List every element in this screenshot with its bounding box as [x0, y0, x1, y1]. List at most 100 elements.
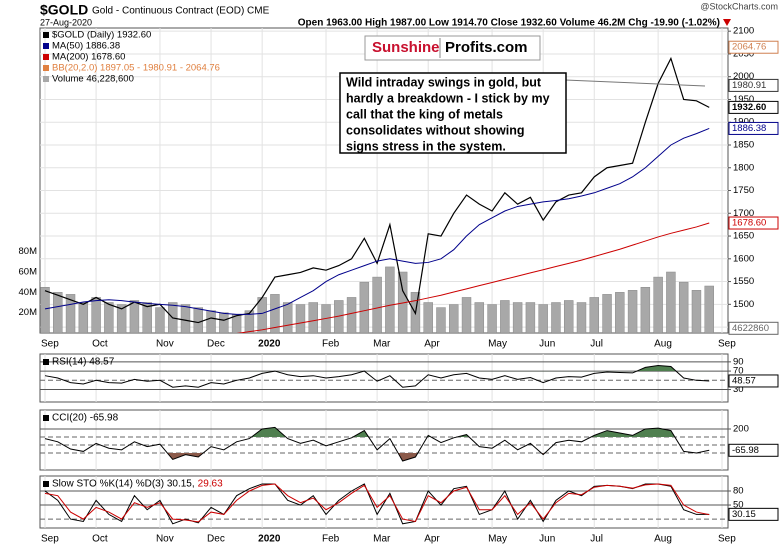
plot	[44, 426, 710, 462]
y-tick-label: 80	[733, 486, 744, 497]
series-line	[44, 56, 710, 324]
volume-bar	[653, 276, 663, 333]
x-tick-label: Apr	[424, 339, 440, 350]
volume-bar	[104, 302, 114, 333]
y-tick-label: 2000	[733, 71, 754, 82]
volume-bar	[91, 297, 101, 333]
volume-bar	[270, 294, 280, 333]
y2-tick-label: 40M	[19, 287, 38, 298]
last-value-label: 4622860	[732, 323, 769, 334]
legend-label: $GOLD (Daily) 1932.60	[52, 30, 151, 41]
annotation-line: hardly a breakdown - I stick by my	[346, 91, 550, 105]
volume-bar	[180, 304, 191, 333]
volume-bar	[512, 302, 523, 333]
volume-bar	[423, 302, 433, 333]
y-tick-label: 30	[733, 384, 744, 395]
panel-frame	[39, 409, 729, 471]
volume-bar	[500, 300, 510, 333]
panel-title: RSI(14) 48.57	[52, 357, 115, 368]
y-tick-label: 2050	[733, 48, 754, 59]
callout-line	[564, 79, 706, 87]
plot	[40, 56, 714, 333]
series-line	[44, 483, 710, 525]
volume-bar	[308, 302, 318, 333]
x-tick-label: May	[488, 534, 507, 545]
x-tick-label: 2020	[258, 339, 281, 350]
volume-bar	[78, 302, 89, 333]
last-value-box	[728, 321, 779, 335]
logo-right: Profits.com	[445, 39, 528, 56]
annotation-line: signs stress in the system.	[346, 139, 506, 153]
indicator-fill	[636, 365, 677, 372]
volume-bar	[474, 302, 485, 333]
volume-bar	[116, 304, 127, 333]
volume-bar	[257, 297, 267, 333]
y2-tick-label: 20M	[19, 307, 38, 318]
panels: 2100205020001950190018501800175017001650…	[19, 26, 779, 545]
y-tick-label: 1500	[733, 299, 754, 310]
volume-bar	[40, 287, 50, 333]
y-tick-label: 200	[733, 424, 749, 435]
x-tick-label: Sep	[718, 534, 736, 545]
source: @StockCharts.com	[700, 1, 778, 11]
x-tick-label: Jun	[539, 339, 555, 350]
y-tick-label: 1800	[733, 162, 754, 173]
legend-label: MA(200) 1678.60	[52, 52, 125, 63]
volume-bar	[487, 304, 497, 333]
quote: Open 1963.00 High 1987.00 Low 1914.70 Cl…	[298, 18, 720, 29]
last-value-box	[728, 121, 779, 135]
x-tick-label: Feb	[322, 339, 340, 350]
volume-bar	[461, 297, 472, 333]
volume-bar	[551, 302, 561, 333]
x-tick-label: Jul	[590, 534, 603, 545]
series-line	[44, 426, 710, 462]
last-value-label: -65.98	[732, 445, 759, 456]
legend-swatch	[43, 415, 49, 421]
legend-swatch	[43, 359, 49, 365]
x-tick-label: Mar	[373, 339, 391, 350]
x-tick-label: Dec	[207, 339, 225, 350]
x-tick-label: Nov	[156, 339, 174, 350]
legend-swatch	[43, 76, 49, 82]
volume-bar	[666, 271, 676, 333]
volume-bar	[295, 304, 306, 333]
volume-bar	[346, 297, 357, 333]
x-tick-label: Aug	[654, 339, 672, 350]
x-tick-label: Oct	[92, 339, 108, 350]
volume-bar	[244, 310, 255, 333]
x-tick-label: Oct	[92, 534, 108, 545]
volume-bar	[359, 281, 370, 333]
y-tick-label: 1950	[733, 94, 754, 105]
y-tick-label: 90	[733, 356, 744, 367]
panel-title: Slow STO %K(14) %D(3) 30.15,	[52, 479, 195, 490]
plot	[44, 483, 710, 525]
volume-bar	[525, 302, 536, 333]
x-tick-label: Aug	[654, 534, 672, 545]
volume-bar	[142, 302, 152, 333]
last-value-label: 1678.60	[732, 218, 766, 229]
y-tick-label: 1600	[733, 253, 754, 264]
annotation-box	[339, 72, 567, 154]
volume-bar	[436, 307, 446, 333]
y-tick-label: 70	[733, 366, 744, 377]
last-value-label: 30.15	[732, 509, 756, 520]
volume-bar	[589, 297, 599, 333]
last-value-label: 2064.76	[732, 42, 766, 53]
y2-tick-label: 80M	[19, 246, 38, 257]
x-tick-label: Sep	[41, 534, 59, 545]
x-tick-label: Jul	[590, 339, 603, 350]
annotation-text: Wild intraday swings in gold, but hardly …	[346, 75, 550, 153]
x-tick-label: May	[488, 339, 507, 350]
last-value-label: 1980.91	[732, 80, 766, 91]
legend-swatch	[43, 32, 49, 38]
instrument-name: Gold - Continuous Contract (EOD) CME	[92, 6, 270, 17]
legend-label: BB(20,2.0) 1897.05 - 1980.91 - 2064.76	[52, 63, 220, 74]
y-tick-label: 1700	[733, 208, 754, 219]
legend-swatch	[43, 65, 49, 71]
volume-bar	[155, 307, 165, 333]
volume-bar	[627, 290, 638, 333]
